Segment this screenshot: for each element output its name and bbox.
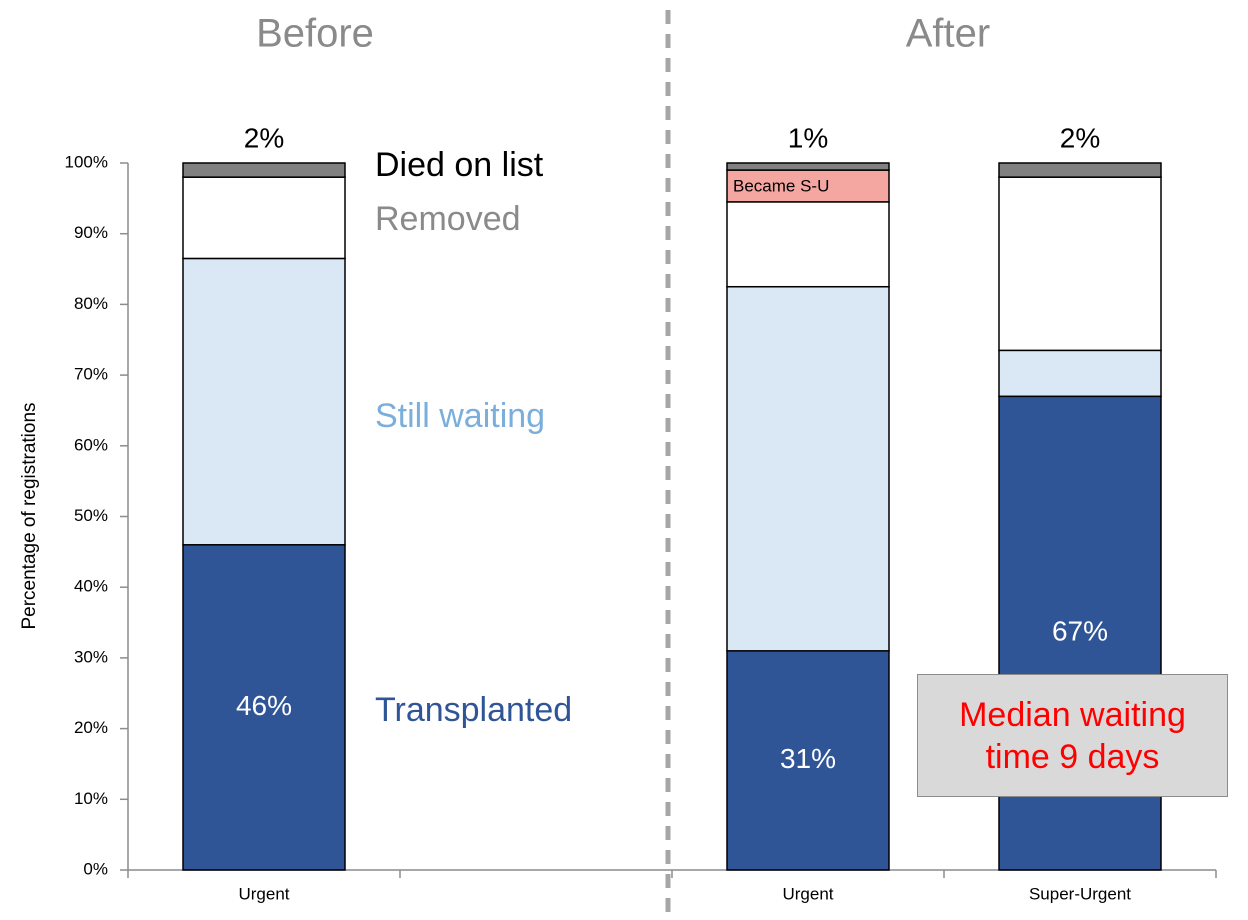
x-tick-label: Super-Urgent (1029, 884, 1131, 903)
value-label: 1% (788, 122, 828, 153)
y-axis-title: Percentage of registrations (19, 402, 40, 629)
y-tick-label: 10% (74, 789, 108, 808)
series-label: Became S-U (733, 176, 829, 195)
bar-segment (726, 169, 890, 203)
y-tick-label: 80% (74, 294, 108, 313)
y-tick-label: 40% (74, 577, 108, 596)
bar-segment (182, 162, 346, 178)
y-tick-label: 20% (74, 718, 108, 737)
bar-segment (998, 176, 1162, 352)
value-label: 31% (780, 743, 836, 774)
series-label: Transplanted (375, 691, 572, 729)
bar-segment (998, 349, 1162, 398)
y-tick-label: 70% (74, 365, 108, 384)
value-label: 46% (236, 690, 292, 721)
bar-segment (726, 201, 890, 288)
y-tick-label: 90% (74, 223, 108, 242)
annotation: Median waiting time 9 days (917, 674, 1228, 797)
y-tick-label: 100% (65, 152, 108, 171)
bar-segment (182, 257, 346, 546)
y-tick-label: 30% (74, 647, 108, 666)
value-label: 2% (244, 122, 284, 153)
y-tick-label: 0% (83, 859, 108, 878)
bar-segment (182, 544, 346, 871)
series-label: Still waiting (375, 397, 545, 435)
y-tick-label: 60% (74, 435, 108, 454)
value-label: 67% (1052, 616, 1108, 647)
x-tick-label: Urgent (238, 884, 289, 903)
x-tick-label: Urgent (782, 884, 833, 903)
value-label: 2% (1060, 122, 1100, 153)
bar-segment (998, 162, 1162, 178)
bar-segment (726, 650, 890, 871)
bar-segment (182, 176, 346, 260)
bar-segment (726, 285, 890, 652)
group-label: After (906, 12, 990, 56)
group-label: Before (256, 12, 374, 56)
bar-segment (726, 162, 890, 171)
series-label: Removed (375, 200, 521, 238)
series-label: Died on list (375, 146, 544, 184)
y-tick-label: 50% (74, 506, 108, 525)
